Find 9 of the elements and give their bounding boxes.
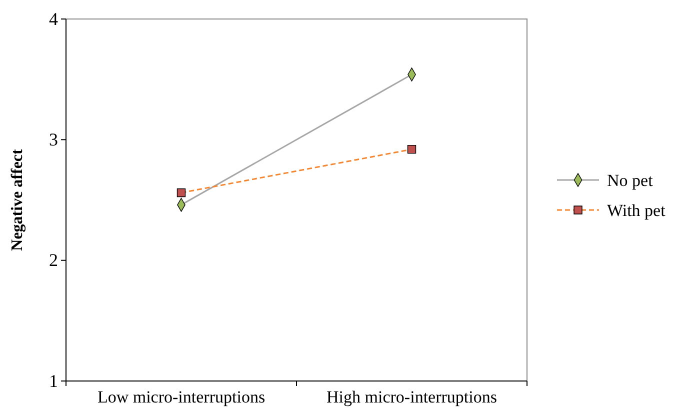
x-tick-label: Low micro-interruptions xyxy=(97,388,266,407)
y-tick-label: 2 xyxy=(49,250,58,270)
x-tick-label: High micro-interruptions xyxy=(326,388,497,407)
y-tick-label: 3 xyxy=(49,129,58,150)
legend-label: No pet xyxy=(607,170,654,190)
y-axis-title: Negative affect xyxy=(9,148,26,251)
y-tick-label: 1 xyxy=(49,370,58,391)
y-tick-label: 4 xyxy=(49,8,58,29)
legend-label: With pet xyxy=(607,200,666,220)
